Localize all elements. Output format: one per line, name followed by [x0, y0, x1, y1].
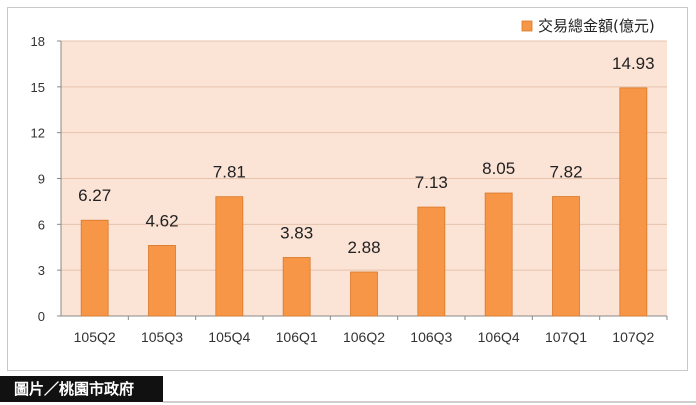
bar — [552, 196, 580, 317]
bar-chart: 0 3 6 9 12 15 18 6.27 105Q2 4.62 105Q3 7.81 105Q4 3.8… — [31, 17, 668, 345]
bar — [484, 192, 513, 317]
y-tick-label: 12 — [31, 126, 45, 141]
y-tick-label: 3 — [38, 263, 45, 278]
y-tick-label: 9 — [38, 172, 45, 187]
data-label: 7.81 — [213, 163, 246, 182]
x-tick-label: 106Q4 — [478, 329, 520, 345]
bar — [417, 206, 446, 317]
data-label: 7.82 — [549, 163, 582, 182]
bar — [619, 87, 648, 317]
data-label: 4.62 — [145, 211, 178, 230]
bar — [350, 271, 378, 317]
data-label: 2.88 — [347, 238, 380, 257]
data-label: 3.83 — [280, 223, 313, 242]
data-label: 7.13 — [415, 173, 448, 192]
x-tick-label: 106Q2 — [343, 329, 385, 345]
caption-divider — [163, 401, 696, 403]
x-tick-label: 107Q2 — [612, 329, 654, 345]
x-tick-label: 105Q2 — [74, 329, 116, 345]
legend-swatch — [521, 20, 533, 32]
legend-label: 交易總金額(億元) — [538, 17, 655, 35]
x-tick-label: 107Q1 — [545, 329, 587, 345]
y-tick-label: 0 — [38, 309, 45, 324]
bar — [215, 196, 244, 317]
image-credit-caption: 圖片／桃園市政府 — [0, 376, 163, 402]
x-tick-label: 106Q1 — [276, 329, 318, 345]
y-tick-label: 18 — [31, 34, 45, 49]
x-tick-label: 105Q3 — [141, 329, 183, 345]
bar — [282, 257, 311, 317]
data-label: 8.05 — [482, 159, 515, 178]
bar — [80, 219, 109, 317]
bar — [148, 245, 176, 317]
x-tick-label: 105Q4 — [208, 329, 250, 345]
y-tick-label: 6 — [38, 217, 45, 232]
y-tick-label: 15 — [31, 80, 45, 95]
x-tick-label: 106Q3 — [410, 329, 452, 345]
data-label: 14.93 — [612, 54, 655, 73]
chart-frame: 0 3 6 9 12 15 18 6.27 105Q2 4.62 105Q3 7.81 105Q4 3.8… — [7, 7, 688, 371]
data-label: 6.27 — [78, 186, 111, 205]
